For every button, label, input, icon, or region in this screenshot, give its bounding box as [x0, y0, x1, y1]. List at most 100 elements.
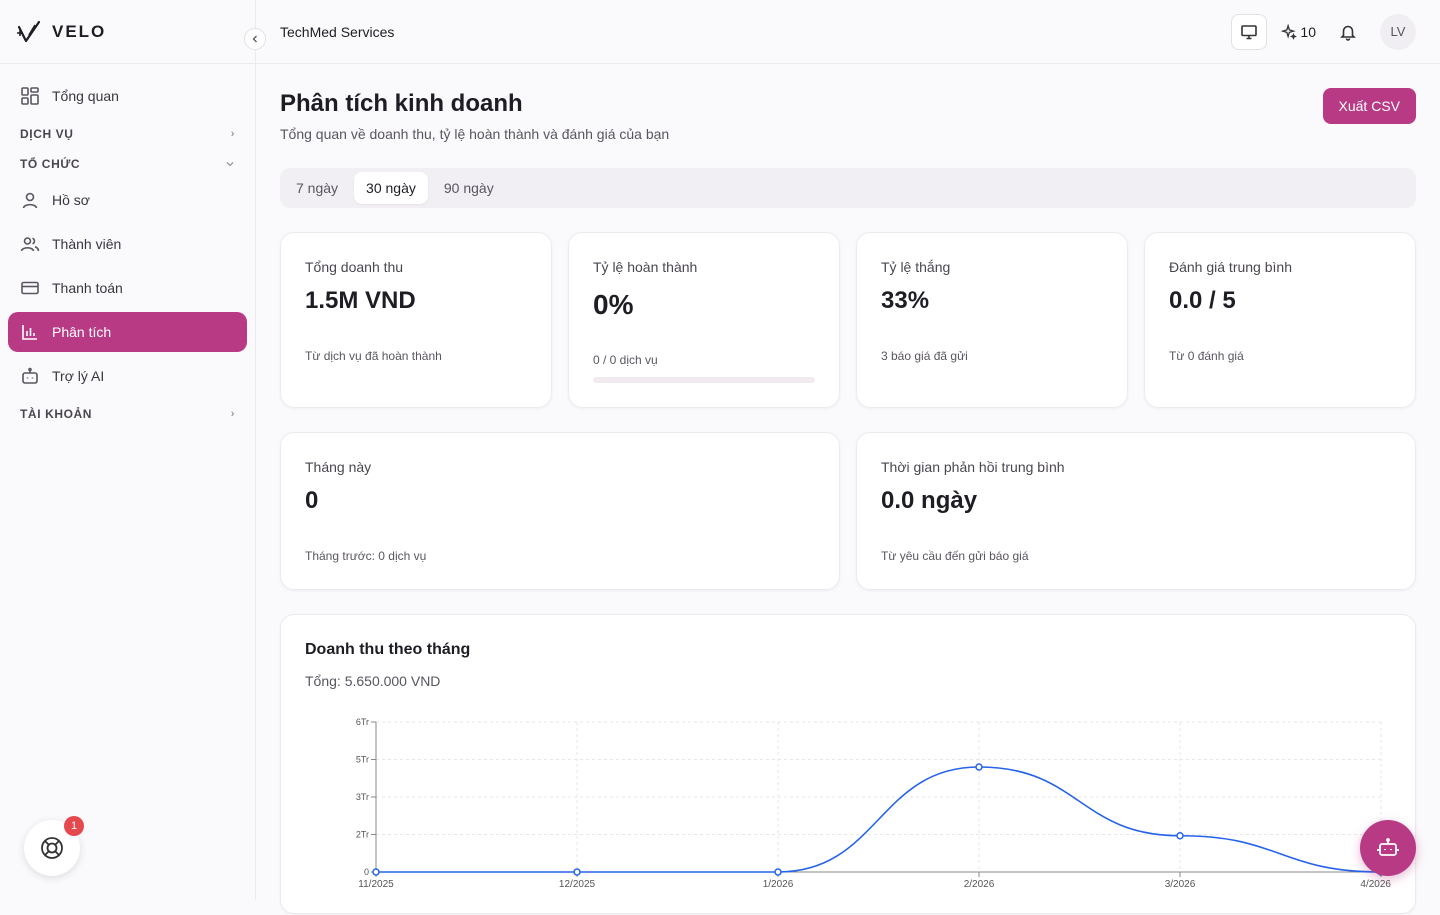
x-tick-label: 12/2025	[559, 879, 596, 890]
sidebar-section-account[interactable]: TÀI KHOẢN ›	[8, 400, 247, 428]
avatar[interactable]: LV	[1380, 13, 1416, 50]
data-point	[975, 763, 983, 771]
data-point	[372, 868, 380, 876]
sidebar-item-label: Thành viên	[52, 236, 122, 252]
sidebar-item-label: Thanh toán	[52, 280, 123, 296]
stat-value: 0	[305, 487, 319, 514]
chevron-right-icon: ›	[230, 128, 235, 140]
sidebar-item-label: Hồ sơ	[52, 192, 90, 208]
stat-card-total-revenue: Tổng doanh thu 1.5M VND Từ dịch vụ đã ho…	[280, 232, 552, 408]
chevron-right-icon: ›	[230, 408, 235, 420]
sidebar-nav: Tổng quan DỊCH VỤ › TỔ CHỨC Hồ sơ Thành …	[0, 64, 255, 442]
stat-value: 0.0 ngày	[881, 487, 978, 514]
chevron-left-icon	[252, 35, 257, 43]
x-tick-label: 2/2026	[964, 879, 995, 890]
bot-icon	[22, 367, 38, 384]
chevron-down-icon	[226, 162, 234, 167]
completion-progress-bar	[593, 377, 815, 383]
sidebar-item-overview[interactable]: Tổng quan	[8, 76, 247, 116]
sidebar-item-label: Trợ lý AI	[52, 368, 105, 384]
x-tick-label: 3/2026	[1165, 879, 1196, 890]
date-range-tabs: 7 ngày 30 ngày 90 ngày	[280, 168, 1416, 208]
x-tick-label: 11/2025	[358, 879, 394, 890]
y-tick-label: 0	[364, 867, 369, 877]
bot-icon	[1377, 838, 1399, 856]
sidebar-item-billing[interactable]: Thanh toán	[8, 268, 247, 308]
org-name[interactable]: TechMed Services	[280, 23, 395, 40]
collapse-sidebar-button[interactable]	[244, 28, 266, 50]
stat-note: Từ 0 đánh giá	[1169, 349, 1244, 363]
stat-card-completion-rate: Tỷ lệ hoàn thành 0% 0 / 0 dịch vụ	[568, 232, 840, 408]
stat-note: 3 báo giá đã gửi	[881, 349, 968, 363]
ai-assistant-button[interactable]	[1360, 820, 1416, 876]
sparkles-icon	[1281, 23, 1298, 40]
stat-value: 0.0 / 5	[1169, 287, 1236, 314]
bar-chart-icon	[22, 325, 37, 340]
stat-note: 0 / 0 dịch vụ	[593, 353, 658, 367]
data-point	[573, 868, 581, 876]
stat-card-average-rating: Đánh giá trung bình 0.0 / 5 Từ 0 đánh gi…	[1144, 232, 1416, 408]
lifebuoy-icon	[41, 837, 63, 859]
export-csv-button[interactable]: Xuất CSV	[1322, 88, 1416, 124]
credits-counter[interactable]: 10	[1281, 23, 1316, 40]
tab-90-days[interactable]: 90 ngày	[443, 180, 494, 196]
notifications-button[interactable]	[1330, 14, 1366, 50]
y-tick-label: 6Tr	[356, 717, 369, 727]
chart-total: Tổng: 5.650.000 VND	[305, 673, 441, 689]
stat-value: 1.5M VND	[305, 287, 416, 314]
series-line	[375, 766, 1382, 873]
topbar-actions: 10 LV	[1231, 13, 1416, 50]
user-icon	[22, 192, 38, 209]
stat-label: Tháng này	[305, 459, 372, 475]
brand[interactable]: VELO	[0, 0, 255, 64]
brand-name: VELO	[52, 21, 107, 41]
stat-label: Đánh giá trung bình	[1169, 259, 1292, 275]
sidebar-item-ai-assistant[interactable]: Trợ lý AI	[8, 356, 247, 396]
sidebar: VELO Tổng quan DỊCH VỤ › TỔ CHỨC Hồ sơ T…	[0, 0, 256, 900]
sidebar-item-profile[interactable]: Hồ sơ	[8, 180, 247, 220]
stat-label: Tỷ lệ thắng	[881, 259, 951, 275]
sidebar-item-analytics[interactable]: Phân tích	[8, 312, 247, 352]
stat-label: Tổng doanh thu	[305, 259, 404, 275]
velo-logo-icon	[17, 20, 41, 42]
sidebar-section-label: TỔ CHỨC	[20, 157, 81, 171]
stat-value: 0%	[593, 289, 634, 320]
x-tick-label: 4/2026	[1360, 879, 1391, 890]
monthly-revenue-chart-card: Doanh thu theo tháng Tổng: 5.650.000 VND…	[280, 614, 1416, 914]
sidebar-item-label: Tổng quan	[52, 88, 119, 104]
stat-value: 33%	[881, 287, 930, 314]
sidebar-section-label: DỊCH VỤ	[20, 127, 74, 141]
notification-badge: 1	[64, 816, 84, 836]
sidebar-item-label: Phân tích	[52, 324, 112, 340]
stat-note: Từ yêu cầu đến gửi báo giá	[881, 549, 1029, 563]
stat-note: Từ dịch vụ đã hoàn thành	[305, 349, 442, 363]
credit-card-icon	[21, 281, 39, 295]
topbar: TechMed Services 10 LV	[256, 0, 1440, 64]
users-icon	[20, 237, 40, 252]
grid-icon	[21, 87, 39, 105]
monitor-icon	[1241, 24, 1258, 39]
stat-note: Tháng trước: 0 dịch vụ	[305, 549, 427, 563]
tab-30-days[interactable]: 30 ngày	[354, 172, 428, 204]
y-tick-label: 2Tr	[356, 830, 369, 840]
stat-card-win-rate: Tỷ lệ thắng 33% 3 báo giá đã gửi	[856, 232, 1128, 408]
x-tick-label: 1/2026	[763, 879, 794, 890]
y-tick-label: 5Tr	[356, 755, 369, 765]
stat-label: Tỷ lệ hoàn thành	[593, 259, 698, 275]
data-point	[774, 868, 782, 876]
page-subtitle: Tổng quan về doanh thu, tỷ lệ hoàn thành…	[280, 126, 670, 142]
stat-label: Thời gian phản hồi trung bình	[881, 459, 1065, 475]
chart-title: Doanh thu theo tháng	[305, 641, 471, 658]
tab-7-days[interactable]: 7 ngày	[296, 180, 339, 196]
stat-card-avg-response-time: Thời gian phản hồi trung bình 0.0 ngày T…	[856, 432, 1416, 590]
sidebar-item-members[interactable]: Thành viên	[8, 224, 247, 264]
display-mode-button[interactable]	[1231, 13, 1268, 50]
sidebar-section-organization[interactable]: TỔ CHỨC	[8, 150, 247, 178]
bell-icon	[1340, 25, 1356, 41]
revenue-line-chart: 0 2Tr 3Tr 5Tr 6Tr 11/2025 12/2025 1/2026 2/2026 3…	[356, 717, 1392, 890]
stat-card-this-month: Tháng này 0 Tháng trước: 0 dịch vụ	[280, 432, 840, 590]
data-point	[1176, 832, 1184, 840]
sidebar-section-label: TÀI KHOẢN	[20, 407, 93, 421]
page-title: Phân tích kinh doanh	[280, 90, 523, 117]
sidebar-section-services[interactable]: DỊCH VỤ ›	[8, 120, 247, 148]
